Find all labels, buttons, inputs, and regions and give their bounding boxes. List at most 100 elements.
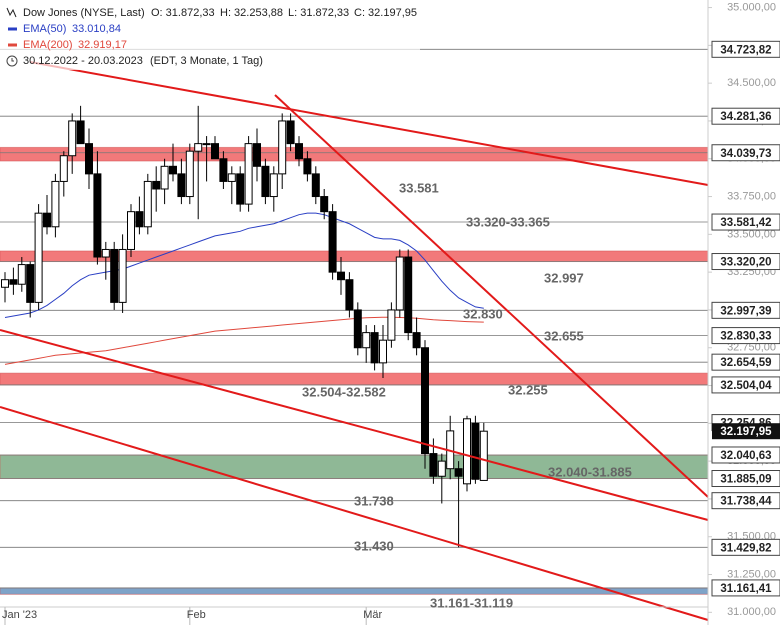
- candle-body: [311, 173, 320, 198]
- candle-body: [454, 468, 463, 477]
- header: Dow Jones (NYSE, Last) O: 31.872,33 H: 3…: [0, 0, 420, 70]
- price-tag: [711, 253, 780, 271]
- last-price-tag: [712, 423, 780, 440]
- price-tag: [711, 446, 780, 464]
- candle-body: [135, 211, 144, 228]
- legend-label: EMA(200): [23, 39, 73, 51]
- annotation: 32.830: [463, 306, 503, 321]
- ohlc-open: O: 31.872,33: [151, 7, 215, 19]
- candle-body: [169, 165, 177, 175]
- last-price-label: 32.197,95: [720, 426, 772, 438]
- annotation: 32.255: [508, 382, 548, 397]
- trend-line: [0, 406, 709, 621]
- candle-body: [269, 173, 278, 198]
- price-tag: [711, 538, 780, 556]
- legend-label: EMA(50): [23, 23, 66, 35]
- candle-body: [9, 279, 18, 285]
- candle-body: [160, 165, 169, 190]
- annotation: 32.655: [544, 328, 584, 343]
- price-tag-label: 34.723,82: [720, 44, 771, 56]
- candle-body: [353, 309, 362, 349]
- y-tick-label: 35.000,00: [727, 1, 776, 13]
- candle-body: [51, 180, 60, 228]
- price-tag-label: 32.040,63: [720, 450, 771, 462]
- price-tag-label: 33.320,20: [720, 257, 771, 269]
- candle-body: [303, 158, 312, 175]
- candle-body: [286, 120, 295, 145]
- trend-line: [274, 94, 709, 498]
- candle-body: [463, 418, 471, 485]
- candle-body: [85, 143, 93, 175]
- candle-body: [227, 173, 236, 182]
- price-tag: [711, 107, 780, 125]
- candle-body: [395, 256, 404, 311]
- candle-body: [93, 173, 102, 258]
- candle-body: [421, 347, 429, 455]
- price-tag: [711, 144, 780, 162]
- candle-body: [211, 143, 219, 160]
- trend-line: [0, 329, 709, 521]
- annotation: 31.430: [354, 538, 394, 553]
- zone: [0, 146, 709, 162]
- candle-body: [118, 248, 127, 303]
- period: 30.12.2022 - 20.03.2023: [23, 55, 143, 67]
- candle-body: [34, 212, 43, 303]
- candle-body: [370, 332, 379, 364]
- price-tag-label: 32.654,59: [720, 357, 771, 369]
- price-tag: [711, 301, 780, 319]
- candle-body: [110, 248, 119, 303]
- candle-body: [202, 143, 211, 146]
- candle-body: [43, 212, 51, 228]
- price-tag-label: 32.504,04: [720, 380, 772, 392]
- x-tick-label: Jan '23: [2, 609, 37, 621]
- candle-body: [68, 120, 77, 157]
- price-tag: [711, 579, 780, 597]
- price-tag-label: 31.885,09: [720, 474, 771, 486]
- trend-line: [29, 61, 709, 186]
- candle-body: [253, 143, 261, 167]
- ohlc-close: C: 32.197,95: [354, 7, 417, 19]
- candle-body: [59, 155, 68, 182]
- annotation: 31.161-31.119: [430, 595, 513, 610]
- ohlc-high: H: 32.253,88: [220, 7, 283, 19]
- y-tick-label: 32.750,00: [727, 342, 776, 354]
- zone: [0, 372, 709, 386]
- annotation: 33.581: [399, 180, 439, 195]
- candle-body: [437, 460, 446, 477]
- clock-hand: [11, 58, 14, 62]
- candle-body: [152, 180, 161, 190]
- chart-icon: [6, 7, 17, 18]
- candle-body: [295, 143, 303, 160]
- price-tag: [711, 376, 780, 394]
- legend-value: 33.010,84: [72, 23, 121, 35]
- x-tick-label: Feb: [187, 609, 206, 621]
- candle-body: [261, 165, 270, 198]
- candle-body: [328, 211, 337, 273]
- candle-body: [479, 430, 488, 481]
- price-tag-label: 33.581,42: [720, 217, 771, 229]
- candle-body: [219, 158, 228, 182]
- y-tick-label: 31.250,00: [727, 568, 776, 580]
- candle-body: [1, 279, 9, 288]
- candle-body: [387, 309, 396, 341]
- price-tag: [711, 213, 780, 231]
- ema-line: [4, 212, 484, 318]
- y-tick-label: 31.000,00: [727, 606, 776, 618]
- candle-body: [345, 279, 354, 311]
- price-tag-label: 31.738,44: [720, 496, 772, 508]
- x-tick-label: Mär: [363, 609, 382, 621]
- candle-body: [26, 264, 35, 303]
- price-tag: [711, 327, 780, 345]
- annotation: 32.504-32.582: [302, 384, 386, 399]
- y-tick-label: 34.500,00: [727, 77, 776, 89]
- clock-icon: [6, 55, 18, 67]
- candle-body: [278, 120, 287, 175]
- candle-body: [76, 120, 85, 145]
- y-tick-label: 33.750,00: [727, 190, 776, 202]
- period-info: (EDT, 3 Monate, 1 Tag): [150, 55, 263, 67]
- price-tag-label: 34.039,73: [720, 148, 771, 160]
- annotation: 32.997: [544, 270, 584, 285]
- price-tag-label: 32.997,39: [720, 305, 771, 317]
- candle-body: [185, 150, 194, 198]
